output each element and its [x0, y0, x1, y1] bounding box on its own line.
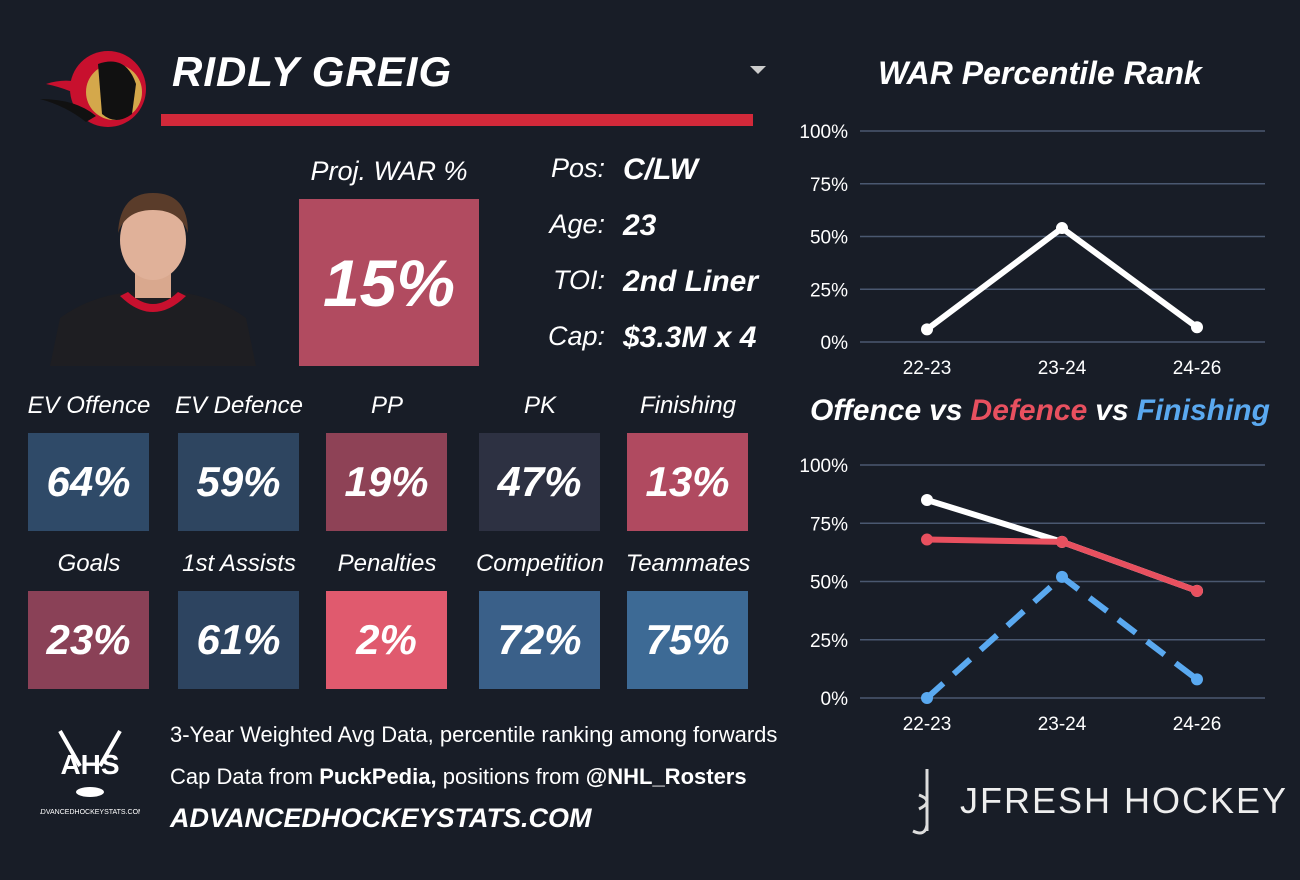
- x-tick-label: 22-23: [903, 358, 952, 379]
- ahs-logo-text: AHS: [60, 749, 119, 780]
- player-name: RIDLY GREIG: [172, 48, 453, 95]
- series-line: [925, 224, 1199, 332]
- point: [1056, 222, 1068, 235]
- tile-label: Goals: [57, 550, 121, 577]
- chart-title: WAR Percentile Rank: [878, 55, 1204, 91]
- info-label: Cap:: [547, 321, 605, 351]
- tile-label: PK: [523, 392, 556, 419]
- brand: JFRESH HOCKEY: [960, 780, 1289, 821]
- ahs-logo-subtext: ADVANCEDHOCKEYSTATS.COM: [40, 809, 140, 816]
- y-tick-label: 100%: [799, 122, 848, 143]
- tile-value: 13%: [627, 433, 748, 531]
- y-tick-label: 75%: [810, 175, 848, 196]
- y-tick-label: 25%: [810, 631, 848, 652]
- tile-label: EV Offence: [27, 392, 151, 419]
- tile-label: 1st Assists: [182, 550, 296, 577]
- x-tick-label: 24-26: [1173, 714, 1222, 735]
- player-photo: [50, 188, 256, 366]
- y-tick-label: 50%: [810, 228, 848, 249]
- x-tick-label: 23-24: [1038, 714, 1087, 735]
- point: [921, 493, 933, 506]
- y-tick-label: 25%: [810, 280, 848, 301]
- point: [921, 533, 933, 546]
- point: [1191, 321, 1203, 334]
- tile-value: 61%: [178, 591, 299, 689]
- info-label: Age:: [549, 209, 605, 239]
- site-url: ADVANCEDHOCKEYSTATS.COM: [170, 803, 592, 833]
- tile-value: 72%: [479, 591, 600, 689]
- title-separator: vs: [929, 394, 962, 427]
- credit-source: PuckPedia,: [319, 764, 437, 789]
- proj-war-label: Proj. WAR %: [310, 156, 468, 186]
- info-label: Pos:: [550, 153, 605, 183]
- info-value: C/LW: [623, 153, 698, 186]
- dropdown-toggle[interactable]: [750, 66, 768, 76]
- tile-value: 19%: [326, 433, 447, 531]
- y-tick-label: 0%: [821, 689, 849, 710]
- charts: WAR Percentile Rank 0% 25% 50% 75% 100% 22-23 2…: [799, 55, 1270, 735]
- tile-label: EV Defence: [174, 392, 304, 419]
- footer-note: 3-Year Weighted Avg Data, percentile ran…: [170, 722, 778, 747]
- ahs-logo: AHS ADVANCEDHOCKEYSTATS.COM: [40, 730, 140, 816]
- info-label: TOI:: [552, 265, 605, 295]
- tile-label: PP: [370, 392, 403, 419]
- info-row: TOI: 2nd Liner: [520, 265, 758, 299]
- point: [921, 323, 933, 336]
- tile-value: 59%: [178, 433, 299, 531]
- info-row: Pos: C/LW: [520, 153, 698, 187]
- x-tick-label: 23-24: [1038, 358, 1087, 379]
- tile-value: 64%: [28, 433, 149, 531]
- point: [921, 692, 933, 704]
- proj-war-value: 15%: [299, 199, 479, 366]
- info-value: 23: [623, 209, 657, 242]
- credit-text: positions from: [442, 764, 580, 789]
- tile-label: Teammates: [625, 550, 751, 577]
- tile-value: 23%: [28, 591, 149, 689]
- y-tick-label: 0%: [821, 333, 849, 354]
- point: [1191, 673, 1203, 686]
- info-row: Cap: $3.3M x 4: [520, 321, 756, 355]
- y-tick-label: 50%: [810, 573, 848, 594]
- tile-label: Finishing: [639, 392, 737, 419]
- chart-title: Offence vs Defence vs Finishing: [810, 394, 1270, 427]
- jfresh-logo: [912, 769, 929, 835]
- x-tick-label: 22-23: [903, 714, 952, 735]
- point: [1191, 584, 1203, 597]
- point: [1056, 570, 1068, 583]
- title-separator: vs: [1095, 394, 1128, 427]
- credit-source: @NHL_Rosters: [585, 764, 747, 789]
- y-tick-label: 100%: [799, 456, 848, 477]
- x-tick-label: 24-26: [1173, 358, 1222, 379]
- legend-entry: Finishing: [1137, 394, 1270, 427]
- info-value: $3.3M x 4: [623, 321, 757, 354]
- credit-text: Cap Data from: [170, 764, 314, 789]
- legend-entry: Defence: [971, 394, 1088, 427]
- tile-value: 2%: [326, 591, 447, 689]
- legend-entry: Offence: [810, 394, 921, 427]
- tile-label: Competition: [475, 550, 605, 577]
- y-tick-label: 75%: [810, 514, 848, 535]
- series-line: [924, 572, 1199, 701]
- tile-value: 47%: [479, 433, 600, 531]
- footer-credits: Cap Data from PuckPedia, positions from …: [170, 764, 747, 790]
- tile-value: 75%: [627, 591, 748, 689]
- tile-label: Penalties: [337, 550, 437, 577]
- info-row: Age: 23: [520, 209, 656, 243]
- team-logo: [40, 51, 146, 127]
- point: [1056, 535, 1068, 548]
- info-value: 2nd Liner: [623, 265, 759, 298]
- name-underline: [161, 114, 753, 126]
